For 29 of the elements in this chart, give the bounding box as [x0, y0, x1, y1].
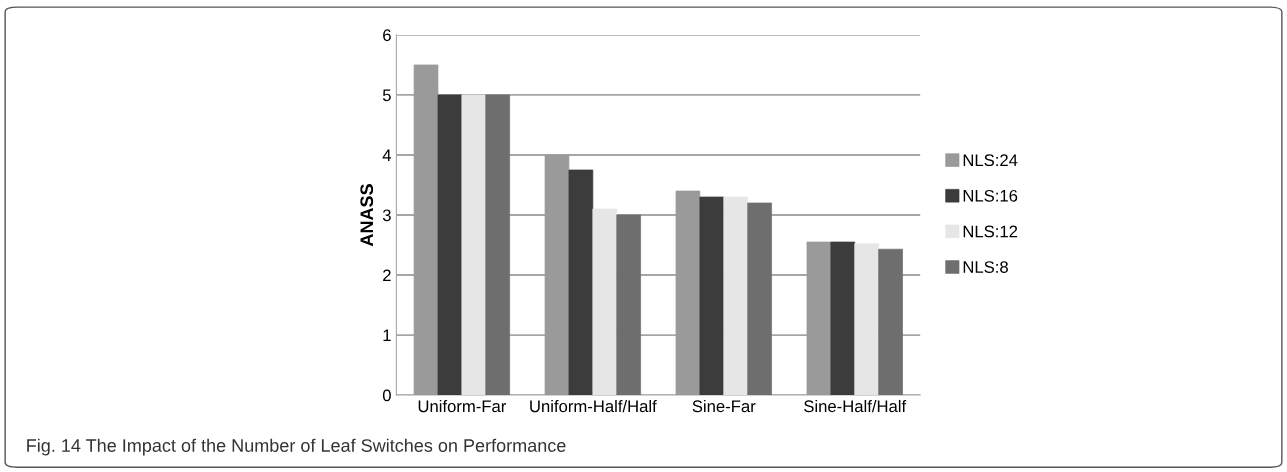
legend-label: NLS:24 — [963, 154, 1018, 167]
y-tick-label: 6 — [383, 29, 391, 42]
bar — [461, 94, 487, 396]
y-tick-label: 1 — [383, 329, 391, 342]
y-tick-label: 5 — [382, 89, 391, 102]
bar — [747, 202, 772, 396]
y-tick-label: 0 — [382, 389, 391, 402]
bar — [592, 208, 618, 396]
bar — [699, 196, 725, 396]
x-tick-label: Uniform-Half/Half — [530, 399, 657, 413]
legend-label: NLS:8 — [963, 261, 1008, 273]
x-tick-label: Sine-Far — [692, 399, 756, 413]
bar — [568, 169, 594, 396]
x-tick-label: Sine-Half/Half — [804, 399, 907, 413]
x-tick-label: Uniform-Far — [418, 399, 507, 413]
y-tick-label: 3 — [382, 209, 391, 222]
y-tick-label: 4 — [382, 149, 392, 162]
bar — [854, 243, 879, 396]
bar — [723, 196, 749, 396]
bar — [878, 248, 903, 396]
bar — [437, 94, 463, 396]
bar — [830, 241, 856, 396]
legend-label: NLS:12 — [963, 225, 1018, 238]
bar — [485, 94, 511, 396]
caption: Fig. 14 The Impact of the Number of Leaf Switches on Performance — [27, 438, 566, 456]
bar — [616, 214, 641, 396]
y-axis-title: ANASS — [360, 184, 374, 247]
legend-label: NLS:16 — [963, 189, 1018, 202]
y-tick-label: 2 — [383, 269, 391, 282]
